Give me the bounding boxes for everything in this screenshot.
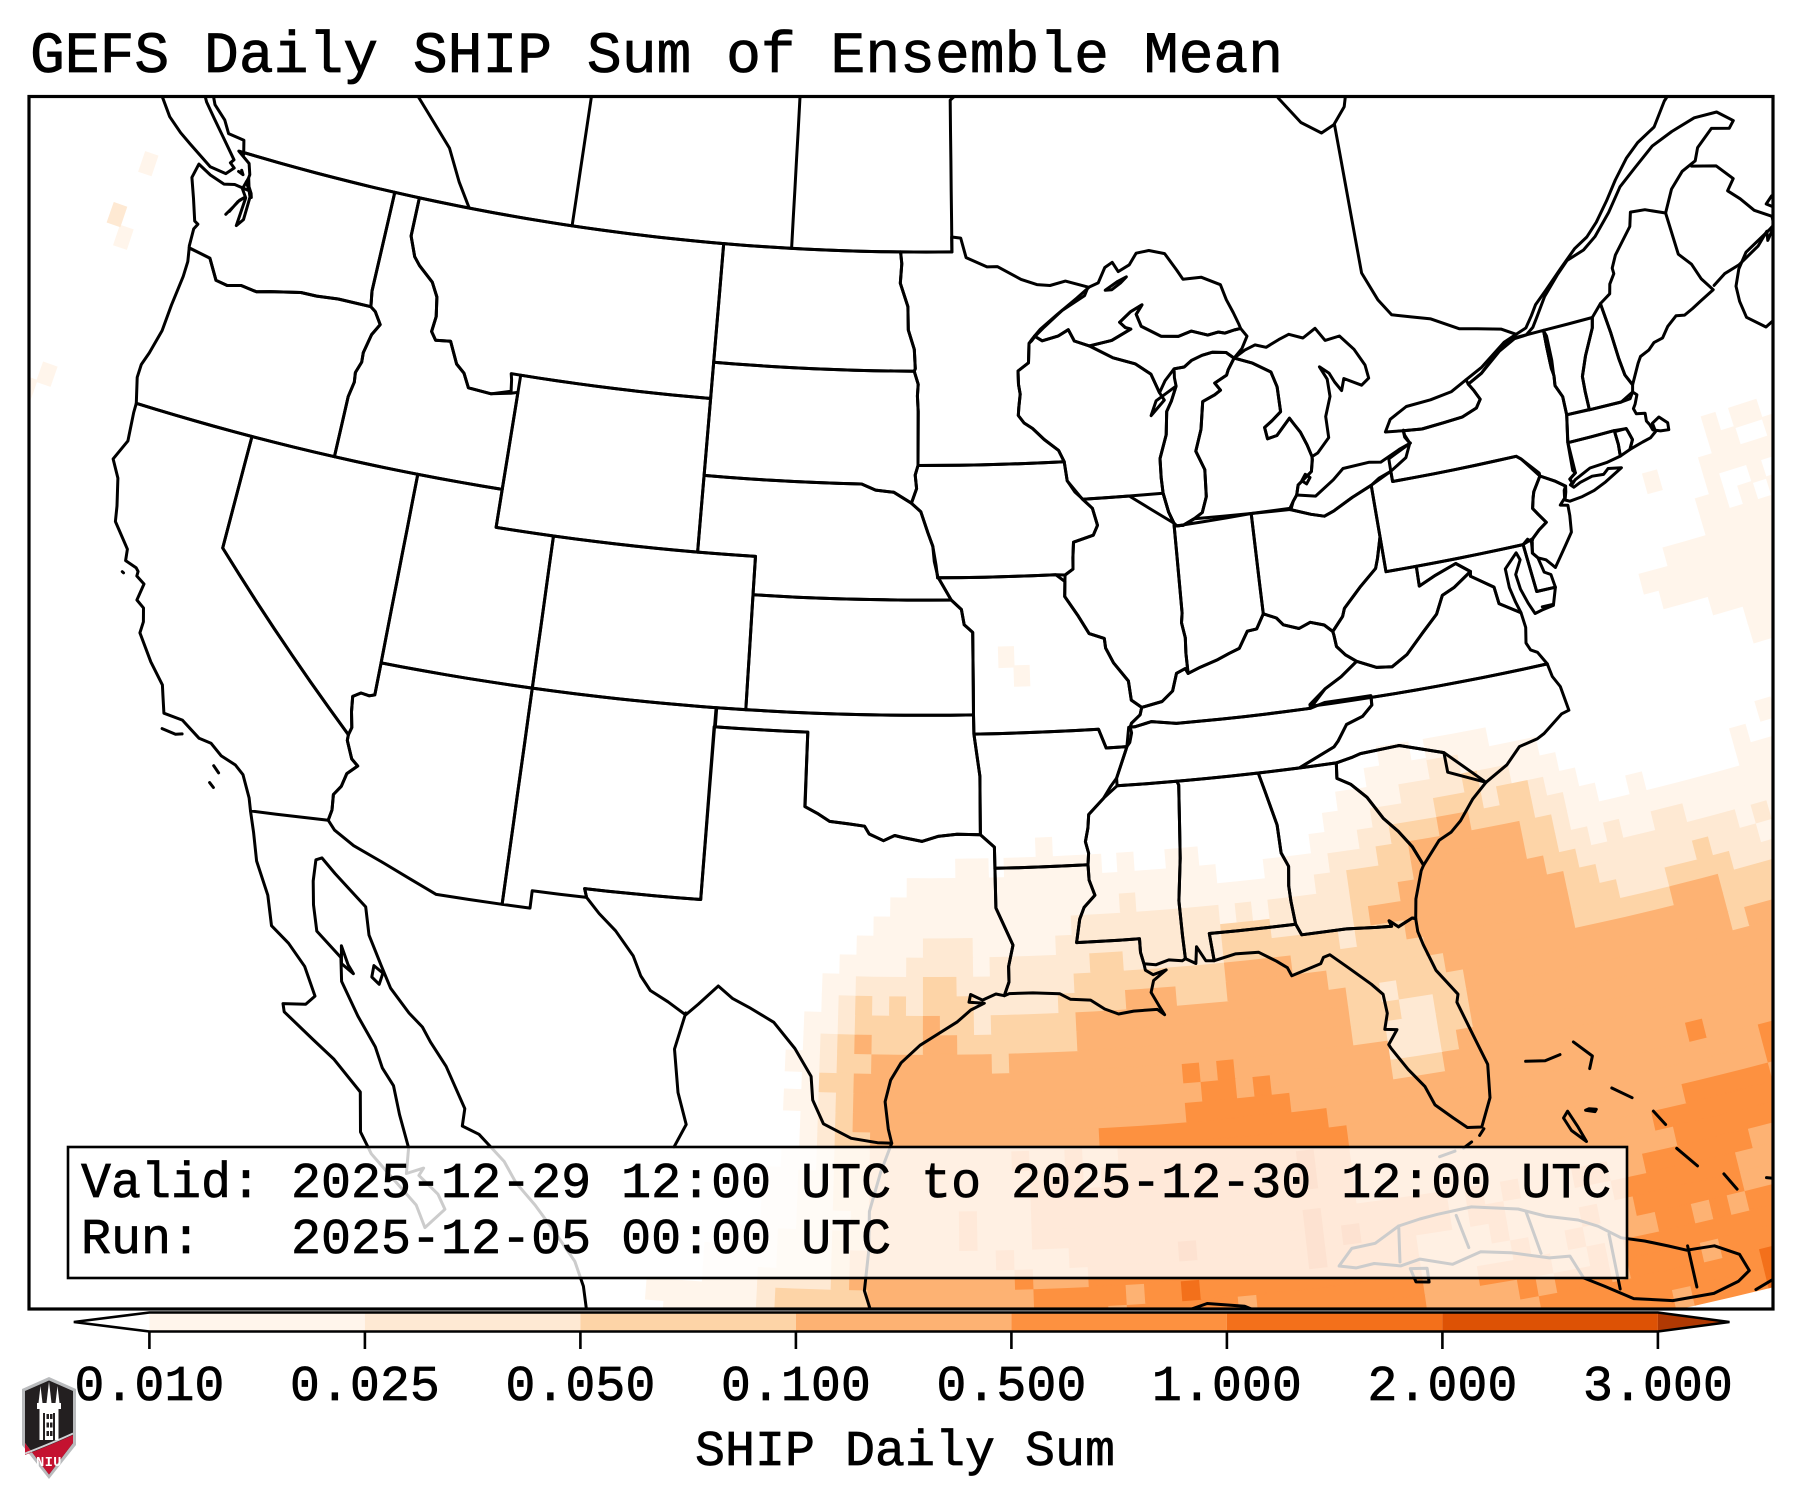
- svg-text:0.100: 0.100: [721, 1359, 871, 1416]
- svg-text:0.010: 0.010: [74, 1359, 224, 1416]
- svg-text:0.500: 0.500: [936, 1359, 1086, 1416]
- svg-text:Run: 2025-12-05 00:00 UTC: Run: 2025-12-05 00:00 UTC: [81, 1212, 891, 1269]
- svg-text:0.050: 0.050: [505, 1359, 655, 1416]
- svg-text:1.000: 1.000: [1152, 1359, 1302, 1416]
- svg-text:3.000: 3.000: [1583, 1359, 1733, 1416]
- svg-text:SHIP Daily Sum: SHIP Daily Sum: [695, 1424, 1115, 1481]
- svg-text:Valid: 2025-12-29 12:00 UTC to: Valid: 2025-12-29 12:00 UTC to 2025-12-3…: [81, 1156, 1611, 1213]
- svg-text:GEFS Daily SHIP Sum of Ensembl: GEFS Daily SHIP Sum of Ensemble Mean: [30, 25, 1283, 90]
- svg-text:2.000: 2.000: [1367, 1359, 1517, 1416]
- svg-text:0.025: 0.025: [290, 1359, 440, 1416]
- svg-text:NIU: NIU: [36, 1456, 62, 1471]
